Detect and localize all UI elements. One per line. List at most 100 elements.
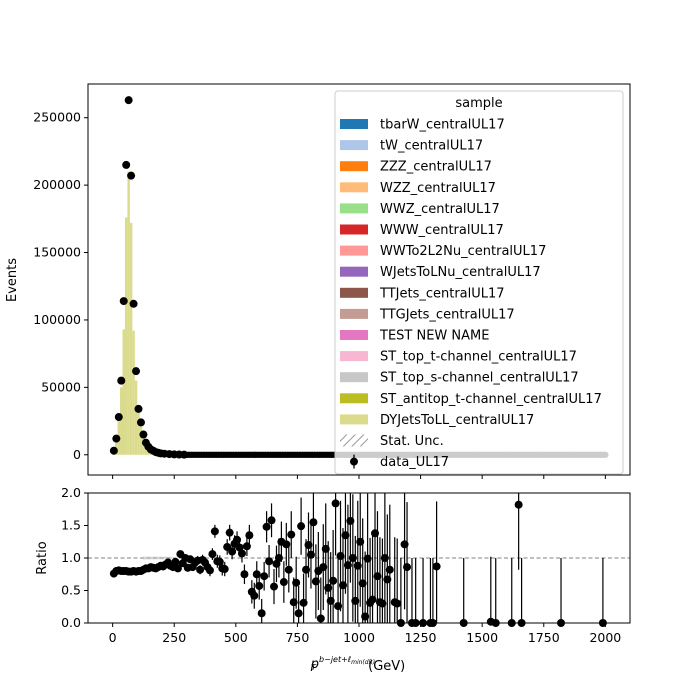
legend-swatch <box>340 287 368 298</box>
ratio-point <box>245 531 254 540</box>
y-tick-label: 100000 <box>33 312 81 327</box>
legend-entry-label: WWW_centralUL17 <box>380 223 504 238</box>
ratio-point <box>334 602 343 611</box>
ratio-point <box>228 547 237 556</box>
legend-swatch <box>340 414 368 425</box>
legend-entry-label: TEST NEW NAME <box>379 329 489 344</box>
legend-swatch <box>340 308 368 319</box>
y-tick-label: 0.5 <box>61 583 81 598</box>
ratio-point <box>289 598 298 607</box>
legend-swatch <box>340 140 368 151</box>
ratio-point <box>304 541 313 549</box>
y-tick-label: 250000 <box>33 110 81 125</box>
ratio-point <box>348 554 357 562</box>
legend-swatch <box>340 161 368 172</box>
ratio-point <box>338 581 347 590</box>
legend-title: sample <box>455 96 502 111</box>
ratio-point <box>299 598 308 607</box>
ratio-point <box>282 540 291 549</box>
histogram-bar <box>139 425 143 455</box>
data-point <box>132 367 141 376</box>
ratio-point <box>432 562 441 571</box>
legend-swatch <box>340 245 368 256</box>
ratio-point <box>292 578 301 587</box>
ratio-point <box>319 563 328 572</box>
ratio-point <box>274 554 283 562</box>
ratio-point <box>361 612 370 621</box>
ratio-point <box>316 614 325 623</box>
ratio-point <box>373 572 382 581</box>
x-tick-label: 1250 <box>405 630 437 645</box>
data-point <box>124 96 133 105</box>
ratio-point <box>309 518 318 527</box>
ratio-point <box>329 576 338 585</box>
ratio-point <box>356 537 365 546</box>
ratio-point <box>393 599 402 608</box>
ratio-point <box>257 609 266 618</box>
ratio-point <box>205 566 214 575</box>
ratio-point <box>287 530 296 539</box>
legend-entry-label: WWZ_centralUL17 <box>380 202 500 217</box>
data-point <box>114 413 123 422</box>
y-tick-label: 50000 <box>41 379 81 394</box>
data-point <box>117 376 126 385</box>
ratio-point <box>220 565 229 574</box>
legend-swatch <box>340 372 368 383</box>
legend-entry-label: TTJets_centralUL17 <box>379 286 505 301</box>
ratio-point <box>378 599 387 608</box>
ratio-point <box>240 570 249 579</box>
ratio-point <box>270 582 279 591</box>
ratio-point <box>297 522 306 531</box>
ratio-y-axis-label: Ratio <box>35 541 50 574</box>
ratio-point <box>336 552 345 561</box>
legend-entry-label: TTGJets_centralUL17 <box>379 307 515 322</box>
ratio-point <box>279 578 288 587</box>
histogram-bar <box>120 387 123 455</box>
histogram-bar <box>122 329 125 455</box>
legend-entry-label: tW_centralUL17 <box>380 139 483 154</box>
ratio-point <box>252 570 261 579</box>
ratio-point <box>306 550 315 559</box>
data-point <box>136 418 145 427</box>
ratio-point <box>368 595 377 604</box>
legend-entry-label: WJetsToLNu_centralUL17 <box>380 265 541 280</box>
ratio-point <box>514 500 523 509</box>
legend-entry-label: Stat. Unc. <box>380 434 444 449</box>
ratio-point <box>302 565 311 574</box>
ratio-point <box>351 596 360 605</box>
ratio-y-axis: 0.0 0.5 1.0 1.5 2.0 <box>61 485 88 630</box>
legend-entry-label: ZZZ_centralUL17 <box>380 160 492 175</box>
data-point <box>119 297 128 306</box>
legend-entry-label: ST_top_s-channel_centralUL17 <box>380 371 579 386</box>
ratio-point <box>265 557 274 566</box>
x-tick-label: 2000 <box>589 630 621 645</box>
ratio-point <box>210 527 219 536</box>
histogram-bar <box>129 222 133 455</box>
data-point <box>109 446 118 455</box>
main-y-axis-label: Events <box>5 258 20 302</box>
ratio-point <box>260 572 269 581</box>
ratio-point <box>324 583 333 592</box>
legend-swatch <box>340 330 368 340</box>
x-tick-label: 1500 <box>466 630 498 645</box>
ratio-point <box>233 535 242 544</box>
x-tick-label: 1000 <box>343 630 375 645</box>
legend-entry-label: tbarW_centralUL17 <box>380 118 505 133</box>
ratio-point <box>371 529 380 538</box>
data-point <box>127 171 136 180</box>
ratio-point <box>237 549 246 558</box>
legend-entry-label: WZZ_centralUL17 <box>380 181 496 196</box>
ratio-point <box>294 609 303 618</box>
legend-swatch <box>340 393 368 404</box>
legend-swatch <box>340 182 368 193</box>
y-tick-label: 2.0 <box>61 485 81 500</box>
ratio-point <box>262 522 271 531</box>
y-tick-label: 150000 <box>33 245 81 260</box>
ratio-point <box>208 550 217 559</box>
ratio-point <box>380 554 389 562</box>
ratio-unc-band <box>142 556 172 560</box>
data-point <box>122 160 131 169</box>
legend-entry-label: ST_top_t-channel_centralUL17 <box>380 350 577 365</box>
legend-swatch <box>340 224 368 235</box>
